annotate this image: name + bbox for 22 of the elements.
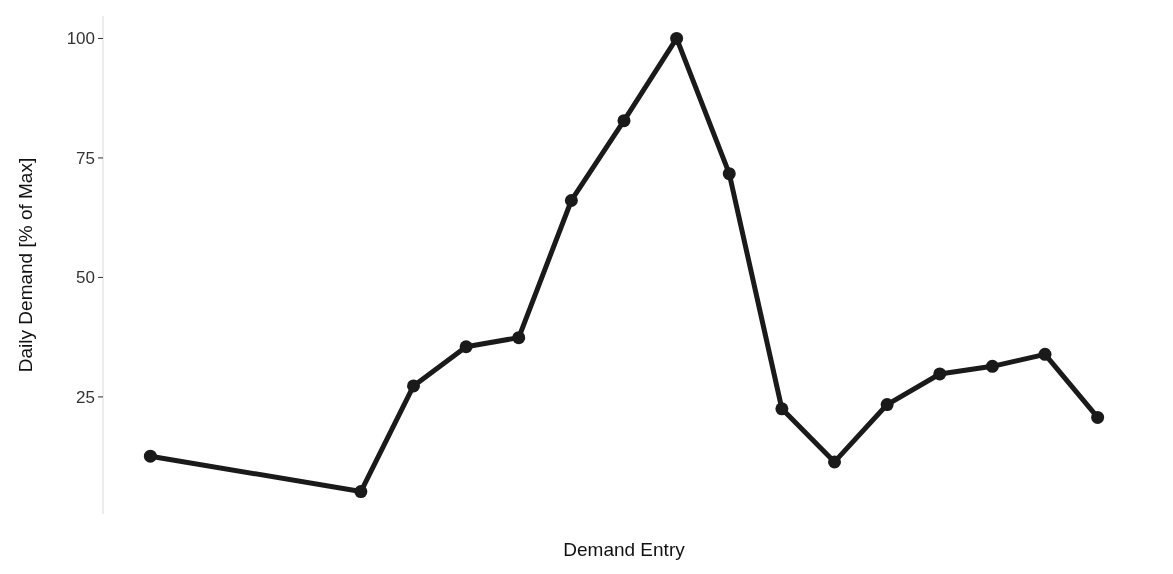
x-axis-title: Demand Entry [563,539,686,560]
y-tick-label: 100 [66,29,95,49]
point [459,340,473,354]
point [512,331,526,345]
point [933,367,947,381]
point [828,455,842,469]
y-tick-label: 50 [76,268,95,288]
y-tick-label: 25 [76,387,95,407]
y-tick-label: 75 [76,148,95,168]
point [407,379,420,393]
point [1038,347,1052,361]
point [617,114,631,128]
point [775,402,789,416]
point [1091,410,1105,424]
point [143,449,157,463]
point [880,398,894,412]
point [564,193,578,207]
point [985,359,999,373]
point [670,31,684,45]
point [354,485,368,499]
point [722,167,736,181]
y-axis-title: Daily Demand [% of Max] [15,157,36,373]
